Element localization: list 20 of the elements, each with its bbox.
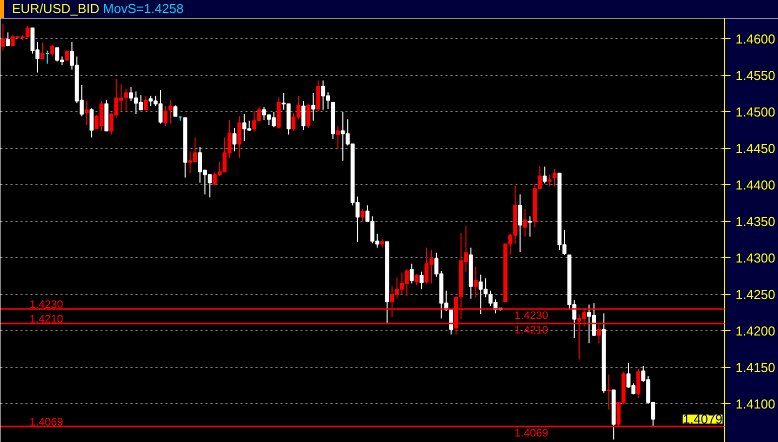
y-tick-label: 1.4100: [736, 396, 776, 412]
annotation: 1.4079: [682, 412, 723, 427]
text: 1.4230: [29, 298, 64, 311]
y-tick-label: 1.4150: [736, 360, 776, 375]
y-tick-label: 1.4350: [736, 214, 776, 229]
text: 1.4210: [29, 314, 64, 326]
y-tick-label: 1.4500: [736, 104, 776, 120]
y-tick-label: 1.4550: [736, 68, 776, 83]
y-tick-label: 1.4400: [736, 177, 776, 192]
y-tick-label: 1.4300: [736, 250, 776, 266]
y-tick-label: 1.4250: [736, 286, 776, 302]
ref-line-label: 1.4069: [514, 427, 548, 440]
y-tick-label: 1.4600: [736, 31, 776, 46]
ref-line-label: 1.4230: [514, 310, 548, 322]
chart-title: EUR/USD_BID: [12, 1, 100, 16]
text: 1.4069: [29, 416, 64, 428]
y-tick-label: 1.4200: [736, 323, 776, 338]
y-tick-label: 1.4450: [736, 140, 776, 156]
ref-line-label: 1.4210: [514, 324, 548, 337]
chart-subtitle: MovS=1.4258: [103, 1, 184, 16]
